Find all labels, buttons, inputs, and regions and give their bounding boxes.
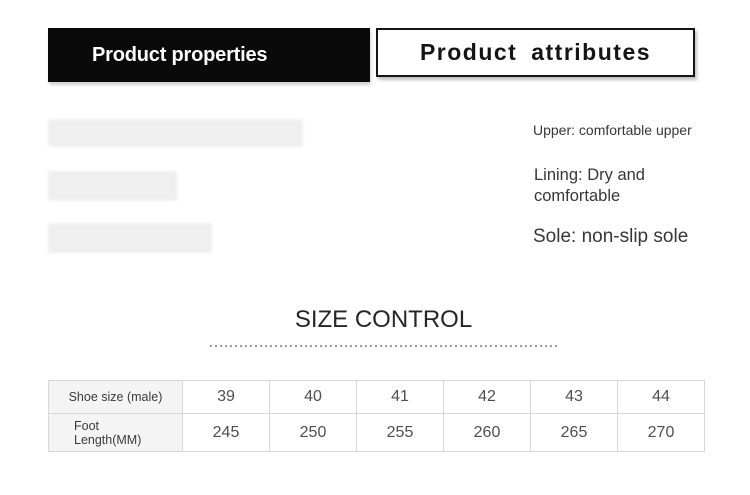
foot-length-cell-3: 255 <box>356 413 444 452</box>
blurred-text-placeholder-3 <box>48 223 212 253</box>
attribute-line-sole: Sole: non-slip sole <box>533 226 689 247</box>
row-header-foot-length: Foot Length(MM) <box>48 413 183 452</box>
shoe-size-cell-5: 43 <box>530 380 618 414</box>
blurred-text-placeholder-1 <box>48 119 303 147</box>
foot-length-cell-4: 260 <box>443 413 531 452</box>
attribute-line-upper: Upper: comfortable upper <box>533 122 692 138</box>
shoe-size-cell-1: 39 <box>182 380 270 414</box>
tab-product-attributes[interactable]: Product attributes <box>376 28 695 77</box>
table-row-foot-length: Foot Length(MM) 245 250 255 260 265 270 <box>48 413 705 452</box>
foot-length-cell-2: 250 <box>269 413 357 452</box>
blurred-text-placeholder-2 <box>48 171 177 201</box>
dotted-divider <box>210 345 557 347</box>
attribute-line-lining: Lining: Dry and comfortable <box>534 166 645 205</box>
foot-length-cell-5: 265 <box>530 413 618 452</box>
foot-length-cell-6: 270 <box>617 413 705 452</box>
tab-product-properties[interactable]: Product properties <box>48 28 370 82</box>
table-row-shoe-size: Shoe size (male) 39 40 41 42 43 44 <box>48 380 705 414</box>
shoe-size-cell-4: 42 <box>443 380 531 414</box>
size-control-title: SIZE CONTROL <box>294 306 473 333</box>
tab-product-properties-label: Product properties <box>92 43 268 66</box>
shoe-size-cell-2: 40 <box>269 380 357 414</box>
row-header-shoe-size: Shoe size (male) <box>48 380 183 414</box>
size-control-section: SIZE CONTROL <box>210 306 557 347</box>
tab-product-attributes-label: Product attributes <box>419 39 652 65</box>
shoe-size-cell-3: 41 <box>356 380 444 414</box>
shoe-size-cell-6: 44 <box>617 380 705 414</box>
foot-length-cell-1: 245 <box>182 413 270 452</box>
size-table: Shoe size (male) 39 40 41 42 43 44 Foot … <box>48 380 705 452</box>
